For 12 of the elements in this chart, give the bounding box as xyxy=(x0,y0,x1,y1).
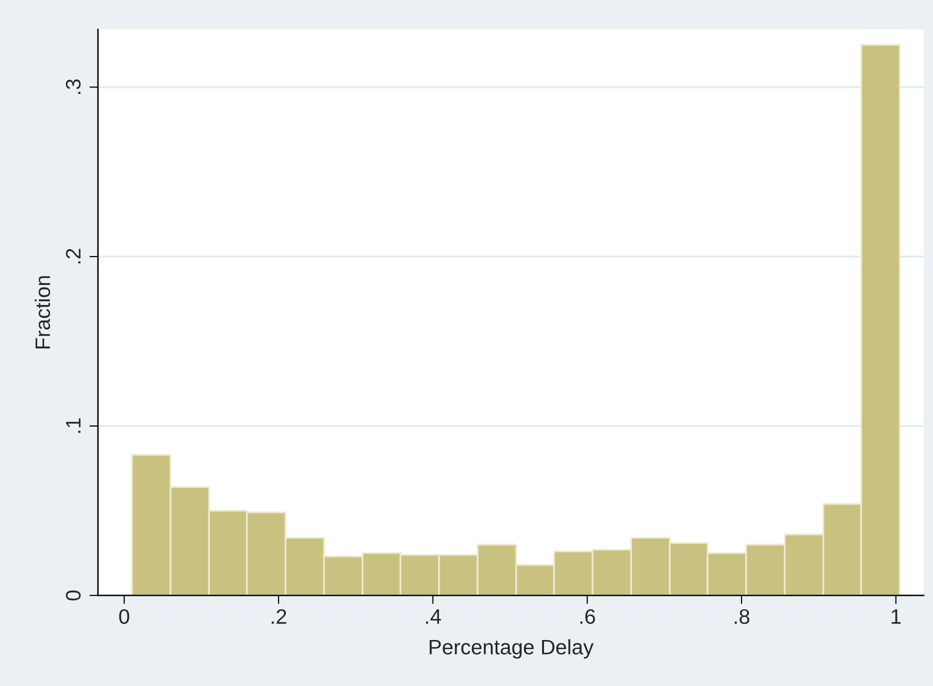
y-tick-label: .1 xyxy=(66,418,80,433)
y-tick-label: 0 xyxy=(66,590,81,600)
y-axis-title: Fraction xyxy=(34,276,50,348)
x-tick-label: .2 xyxy=(272,609,286,624)
x-tick-label: .4 xyxy=(426,609,441,624)
x-axis-title: Percentage Delay xyxy=(430,639,594,659)
x-tick-label: 0 xyxy=(119,609,130,624)
y-tick-label: .3 xyxy=(66,79,81,94)
x-tick-label: .8 xyxy=(734,609,750,624)
x-tick-label: .6 xyxy=(580,609,595,624)
x-tick-label: 1 xyxy=(892,609,901,624)
y-tick-label: .2 xyxy=(66,248,80,264)
